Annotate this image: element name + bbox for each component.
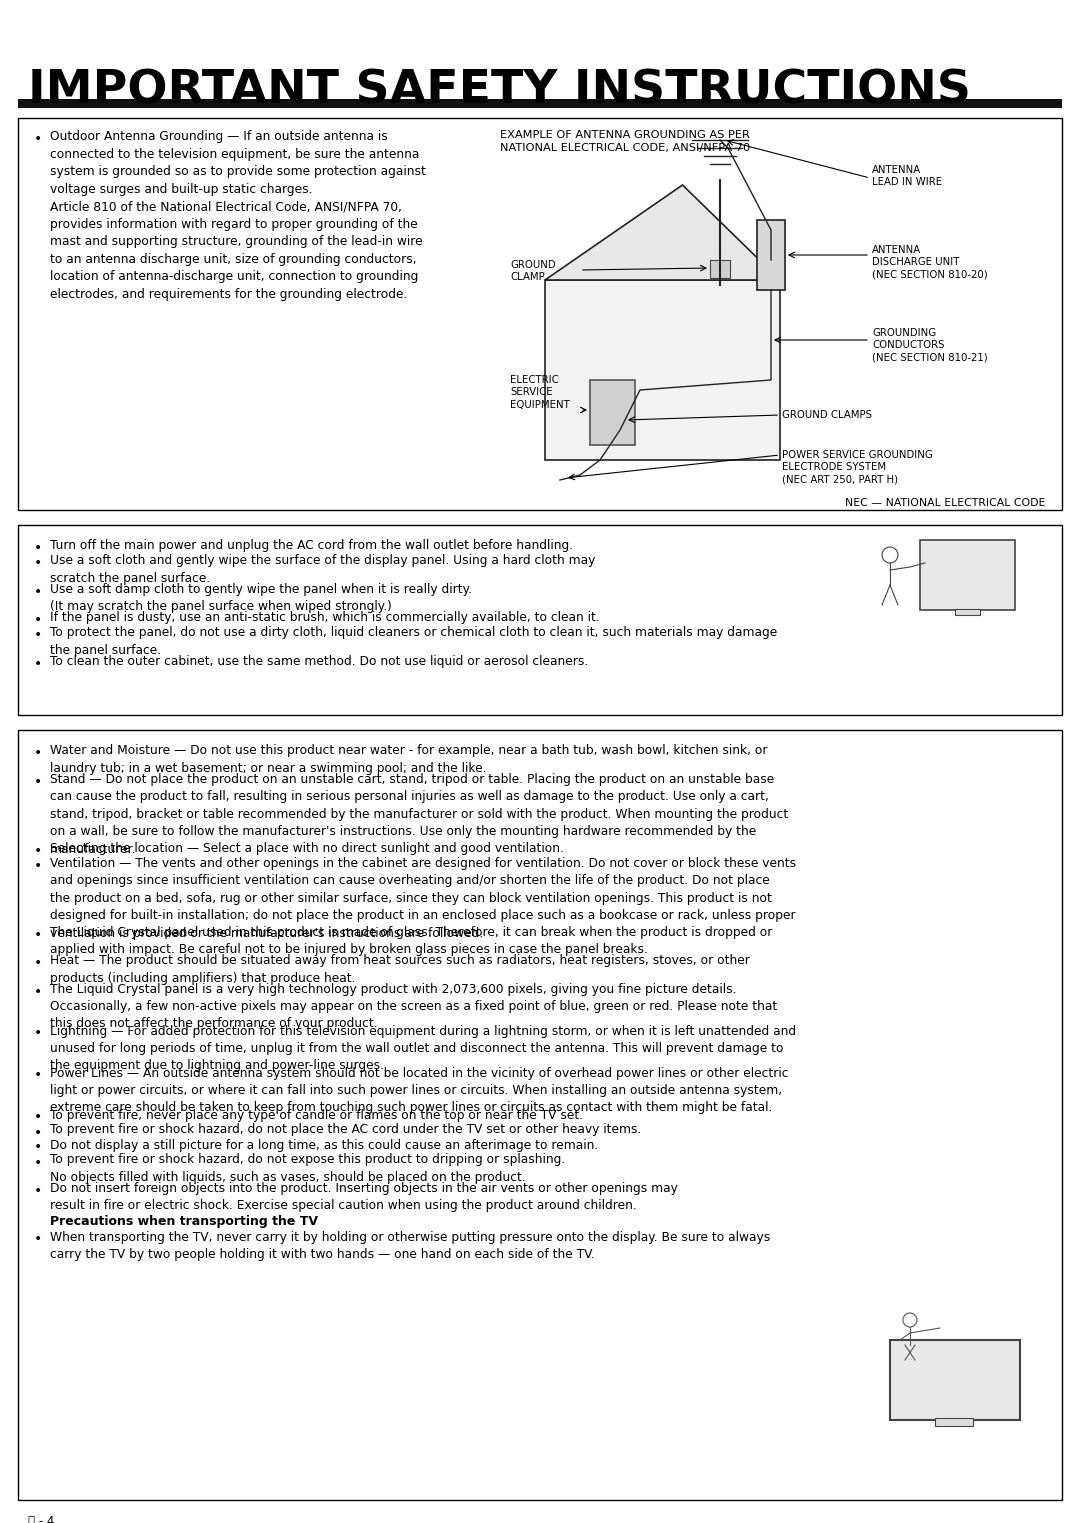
Text: Power Lines — An outside antenna system should not be located in the vicinity of: Power Lines — An outside antenna system … [50,1066,788,1115]
Text: GROUND
CLAMP: GROUND CLAMP [510,260,555,282]
Bar [18,730,1062,1500]
Text: If the panel is dusty, use an anti-static brush, which is commercially available: If the panel is dusty, use an anti-stati… [50,611,599,624]
Text: •: • [33,956,42,970]
Bar [590,381,635,445]
Text: To prevent fire or shock hazard, do not expose this product to dripping or splas: To prevent fire or shock hazard, do not … [50,1153,565,1183]
Text: •: • [33,541,42,554]
Text: •: • [33,1110,42,1124]
Text: ANTENNA
DISCHARGE UNIT
(NEC SECTION 810-20): ANTENNA DISCHARGE UNIT (NEC SECTION 810-… [872,245,988,280]
Text: •: • [33,1069,42,1083]
Text: To clean the outer cabinet, use the same method. Do not use liquid or aerosol cl: To clean the outer cabinet, use the same… [50,655,589,667]
Text: •: • [33,859,42,873]
Text: The Liquid Crystal panel used in this product is made of glass. Therefore, it ca: The Liquid Crystal panel used in this pr… [50,926,772,956]
Text: Ventilation — The vents and other openings in the cabinet are designed for venti: Ventilation — The vents and other openin… [50,856,796,940]
Bar [890,1340,1020,1419]
Text: To prevent fire or shock hazard, do not place the AC cord under the TV set or ot: To prevent fire or shock hazard, do not … [50,1124,642,1136]
Text: •: • [33,984,42,999]
Text: NEC — NATIONAL ELECTRICAL CODE: NEC — NATIONAL ELECTRICAL CODE [845,498,1045,509]
Bar [18,525,1062,714]
Text: •: • [33,928,42,941]
Text: Lightning — For added protection for this television equipment during a lightnin: Lightning — For added protection for thi… [50,1025,796,1072]
Text: ⓔ - 4: ⓔ - 4 [28,1515,54,1523]
Polygon shape [545,184,780,280]
Text: Turn off the main power and unplug the AC cord from the wall outlet before handl: Turn off the main power and unplug the A… [50,539,573,551]
Text: •: • [33,1027,42,1040]
Bar [545,280,780,460]
Text: Do not insert foreign objects into the product. Inserting objects in the air ven: Do not insert foreign objects into the p… [50,1182,678,1212]
Bar [955,609,980,615]
Text: •: • [33,133,42,146]
Text: •: • [33,1232,42,1246]
Text: •: • [33,612,42,627]
Text: •: • [33,775,42,789]
Text: Use a soft damp cloth to gently wipe the panel when it is really dirty.
(It may : Use a soft damp cloth to gently wipe the… [50,582,472,612]
Text: Precautions when transporting the TV: Precautions when transporting the TV [50,1215,318,1229]
Text: When transporting the TV, never carry it by holding or otherwise putting pressur: When transporting the TV, never carry it… [50,1231,770,1261]
Text: Stand — Do not place the product on an unstable cart, stand, tripod or table. Pl: Stand — Do not place the product on an u… [50,772,788,856]
Text: •: • [33,844,42,857]
Text: •: • [33,1183,42,1199]
Text: ANTENNA
LEAD IN WIRE: ANTENNA LEAD IN WIRE [872,164,942,187]
Text: •: • [33,585,42,599]
Bar [18,117,1062,510]
Text: POWER SERVICE GROUNDING
ELECTRODE SYSTEM
(NEC ART 250, PART H): POWER SERVICE GROUNDING ELECTRODE SYSTEM… [782,449,933,484]
Text: To prevent fire, never place any type of candle or flames on the top or near the: To prevent fire, never place any type of… [50,1109,583,1121]
Text: ELECTRIC
SERVICE
EQUIPMENT: ELECTRIC SERVICE EQUIPMENT [510,375,570,410]
Text: The Liquid Crystal panel is a very high technology product with 2,073,600 pixels: The Liquid Crystal panel is a very high … [50,982,778,1031]
Text: •: • [33,1125,42,1139]
Text: •: • [33,746,42,760]
Text: GROUNDING
CONDUCTORS
(NEC SECTION 810-21): GROUNDING CONDUCTORS (NEC SECTION 810-21… [872,327,988,362]
Text: Use a soft cloth and gently wipe the surface of the display panel. Using a hard : Use a soft cloth and gently wipe the sur… [50,554,595,585]
Bar [710,260,730,279]
Text: •: • [33,556,42,570]
Text: EXAMPLE OF ANTENNA GROUNDING AS PER
NATIONAL ELECTRICAL CODE, ANSI/NFPA 70: EXAMPLE OF ANTENNA GROUNDING AS PER NATI… [500,129,751,154]
Bar [757,219,785,289]
Text: Water and Moisture — Do not use this product near water - for example, near a ba: Water and Moisture — Do not use this pro… [50,745,768,775]
Bar [935,1418,973,1426]
Text: Do not display a still picture for a long time, as this could cause an afterimag: Do not display a still picture for a lon… [50,1139,598,1151]
Text: •: • [33,1141,42,1154]
Bar [18,99,1062,108]
Text: To protect the panel, do not use a dirty cloth, liquid cleaners or chemical clot: To protect the panel, do not use a dirty… [50,626,778,656]
Text: •: • [33,627,42,643]
Bar [920,541,1015,611]
Text: GROUND CLAMPS: GROUND CLAMPS [782,410,872,420]
Text: Heat — The product should be situated away from heat sources such as radiators, : Heat — The product should be situated aw… [50,953,750,984]
Text: •: • [33,656,42,670]
Text: Selecting the location — Select a place with no direct sunlight and good ventila: Selecting the location — Select a place … [50,842,564,854]
Text: Outdoor Antenna Grounding — If an outside antenna is
connected to the television: Outdoor Antenna Grounding — If an outsid… [50,129,426,300]
Text: IMPORTANT SAFETY INSTRUCTIONS: IMPORTANT SAFETY INSTRUCTIONS [28,69,971,113]
Text: •: • [33,1156,42,1170]
